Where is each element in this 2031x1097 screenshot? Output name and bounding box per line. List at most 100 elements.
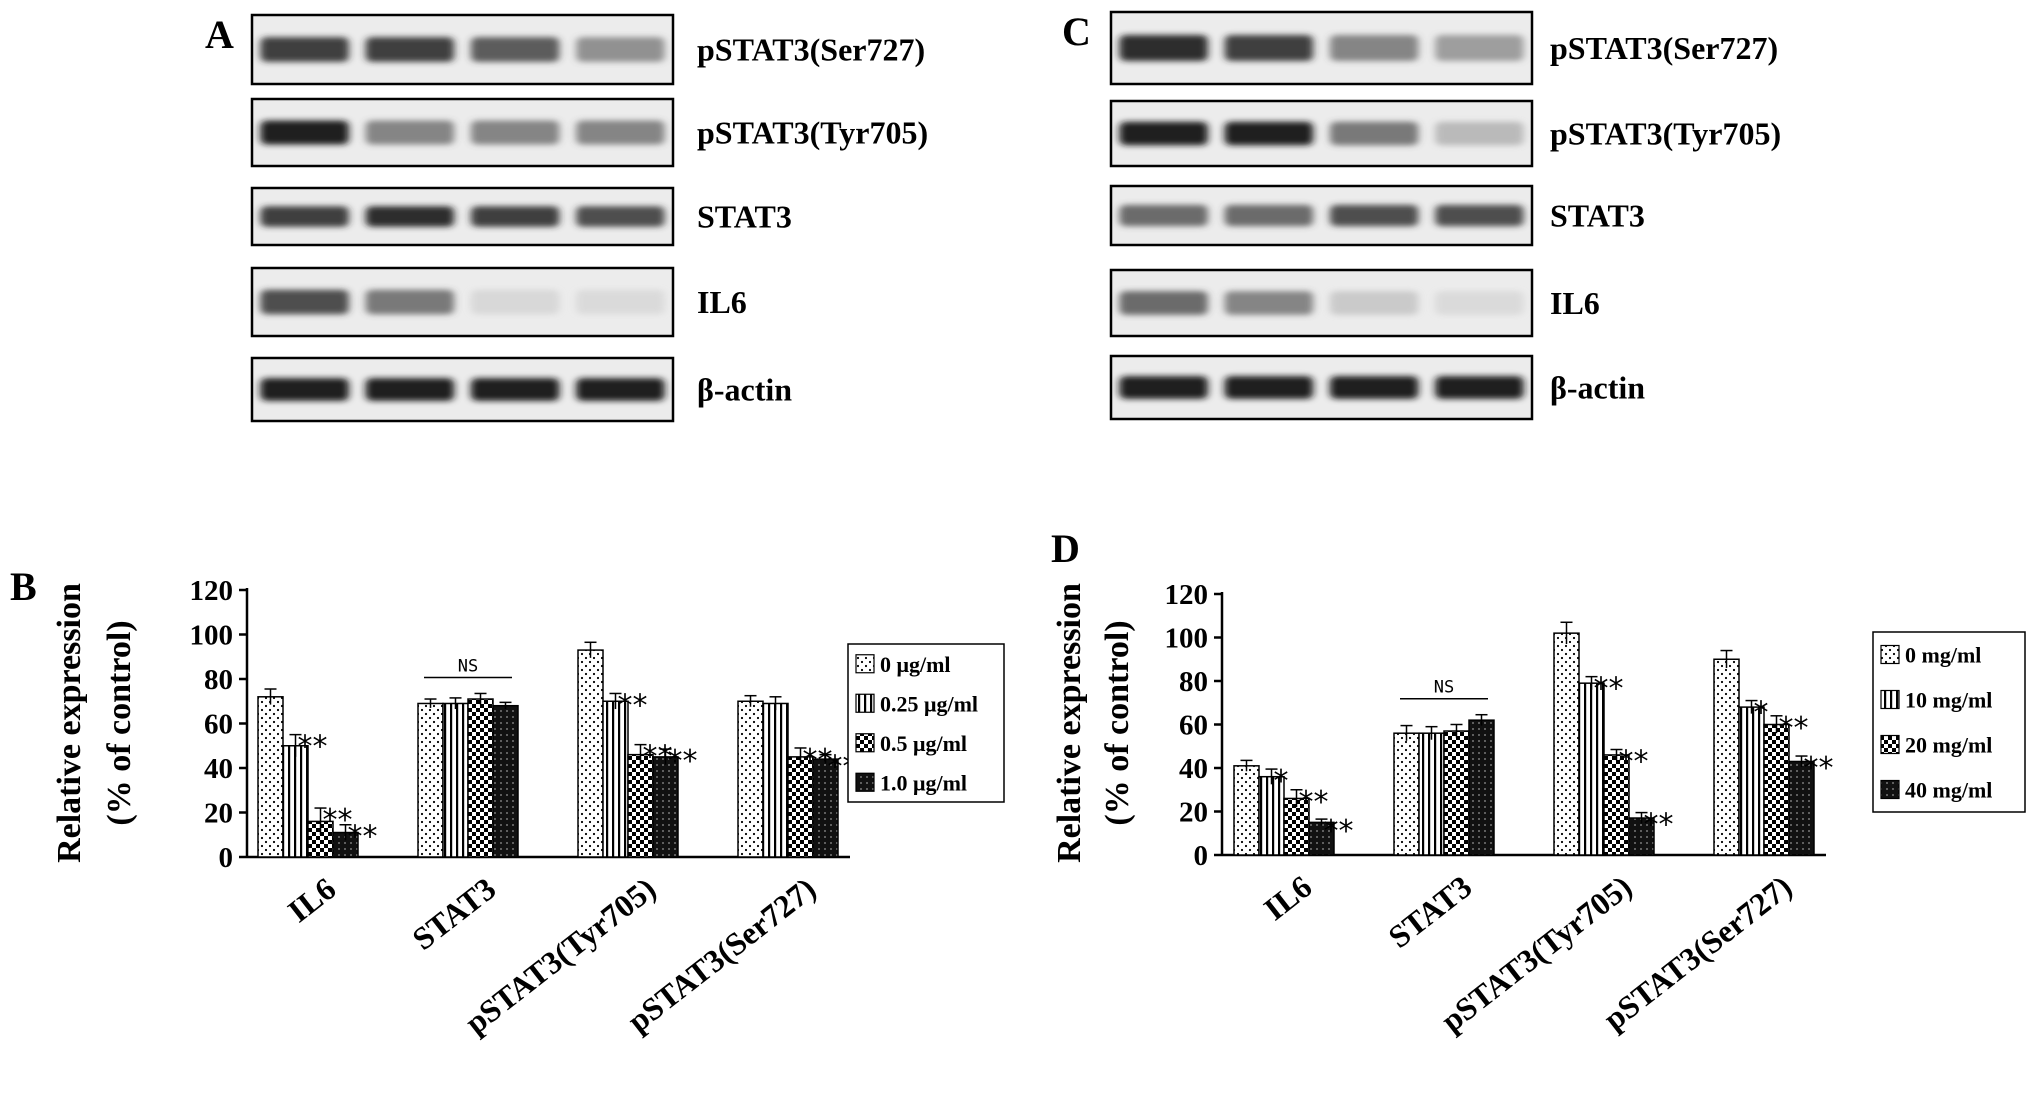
blot-band <box>470 289 560 315</box>
blot-panel-c: C pSTAT3(Ser727) pSTAT3(Tyr705) STAT3 IL6 β-… <box>1062 9 1781 421</box>
blot-band <box>1119 291 1208 315</box>
blot-row: IL6 <box>1109 268 1600 338</box>
blot-band <box>1119 376 1208 399</box>
bar <box>1763 723 1790 856</box>
y-tick-label: 120 <box>1165 579 1209 611</box>
blot-band <box>365 37 455 62</box>
blot-row-label: pSTAT3(Ser727) <box>1550 30 1778 66</box>
y-tick-label: 60 <box>1179 710 1208 742</box>
bar <box>442 702 469 858</box>
panel-letter-d: D <box>1051 526 1080 571</box>
blot-band <box>1119 121 1208 146</box>
category-label: IL6 <box>281 870 342 929</box>
blot-band <box>576 37 665 62</box>
bar <box>1603 754 1630 856</box>
blot-band <box>470 37 560 62</box>
blot-row-label: IL6 <box>1550 285 1600 321</box>
legend-label: 0.25 μg/ml <box>880 691 978 716</box>
y-tick-label: 20 <box>204 798 233 830</box>
significance-mark: ** <box>348 820 378 855</box>
blot-band <box>1435 35 1524 61</box>
legend: 0 μg/ml 0.25 μg/ml 0.5 μg/ml 1.0 μg/ml <box>847 643 1005 803</box>
significance-mark: ** <box>1804 751 1834 786</box>
blot-row-label: STAT3 <box>1550 198 1645 234</box>
legend-label: 20 mg/ml <box>1905 733 1992 758</box>
significance-mark: ** <box>1644 808 1674 843</box>
blot-row-label: STAT3 <box>697 199 792 235</box>
y-tick-label: 40 <box>204 753 233 785</box>
blot-band <box>1224 121 1314 146</box>
blot-row: pSTAT3(Tyr705) <box>1109 99 1781 168</box>
significance-mark: ** <box>1594 672 1624 707</box>
blot-row: β-actin <box>250 356 792 423</box>
blot-row: STAT3 <box>250 186 792 247</box>
blot-band <box>365 378 455 401</box>
legend-swatch <box>855 733 875 753</box>
bar <box>1553 632 1580 856</box>
blot-band <box>1329 121 1419 146</box>
blot-band <box>1329 204 1419 227</box>
bar <box>577 649 604 858</box>
blot-band <box>260 378 349 401</box>
blot-band <box>470 378 560 401</box>
blot-row: IL6 <box>250 266 747 338</box>
blot-band <box>1224 376 1314 399</box>
blot-band <box>470 206 560 227</box>
y-tick-label: 20 <box>1179 797 1208 829</box>
blot-row-label: IL6 <box>697 284 747 320</box>
y-tick-label: 100 <box>190 620 234 652</box>
bar <box>1578 682 1605 856</box>
bar <box>417 702 444 858</box>
blot-band <box>576 378 665 401</box>
blot-row-label: β-actin <box>1550 370 1645 406</box>
blot-panel-a: A pSTAT3(Ser727) pSTAT3(Tyr705) STAT3 IL6 β-… <box>205 12 928 423</box>
blot-band <box>1224 204 1314 227</box>
bar <box>1713 658 1740 856</box>
bar <box>1418 732 1445 856</box>
significance-mark: ** <box>668 744 698 779</box>
blot-band <box>365 289 455 315</box>
significance-mark: ** <box>1299 785 1329 820</box>
panel-letter-a: A <box>205 12 234 57</box>
legend-label: 10 mg/ml <box>1905 688 1992 713</box>
blot-band <box>365 120 455 145</box>
legend-swatch <box>1880 689 1900 710</box>
bar <box>762 702 789 858</box>
legend-label: 1.0 μg/ml <box>880 770 967 795</box>
blot-row: pSTAT3(Tyr705) <box>250 97 928 168</box>
blot-band <box>260 120 349 145</box>
y-axis-title: Relative expression <box>1051 583 1088 863</box>
bar <box>1283 797 1310 856</box>
blot-band <box>1329 376 1419 399</box>
significance-mark: ** <box>298 730 328 765</box>
significance-mark: ** <box>643 740 673 775</box>
blot-band <box>1329 291 1419 315</box>
blot-row: pSTAT3(Ser727) <box>1109 10 1778 86</box>
bar <box>1233 765 1260 856</box>
blot-band <box>260 289 349 315</box>
y-tick-label: 40 <box>1179 753 1208 785</box>
blot-band <box>1224 35 1314 61</box>
legend-label: 0 μg/ml <box>880 652 951 677</box>
category-label: STAT3 <box>1381 868 1478 955</box>
chart-panel-d: D 0 20 40 60 80 100 120 Relative expression (% o… <box>1051 526 2026 1039</box>
blot-band <box>260 37 349 62</box>
bar <box>812 758 839 858</box>
blot-band <box>1119 35 1208 61</box>
legend-swatch <box>1880 779 1900 800</box>
significance-mark: * <box>1274 764 1289 799</box>
y-tick-label: 100 <box>1165 623 1209 655</box>
blot-band <box>1435 204 1524 227</box>
blot-band <box>1329 35 1419 61</box>
blot-row: pSTAT3(Ser727) <box>250 13 925 86</box>
blot-band <box>576 206 665 227</box>
ns-label: NS <box>1434 678 1454 698</box>
bar <box>257 696 284 858</box>
bar <box>1393 732 1420 856</box>
bar <box>1443 730 1470 856</box>
blot-row-label: β-actin <box>697 372 792 408</box>
blot-row-label: pSTAT3(Ser727) <box>697 32 925 68</box>
blot-row: STAT3 <box>1109 184 1645 247</box>
category-label: STAT3 <box>405 870 502 957</box>
